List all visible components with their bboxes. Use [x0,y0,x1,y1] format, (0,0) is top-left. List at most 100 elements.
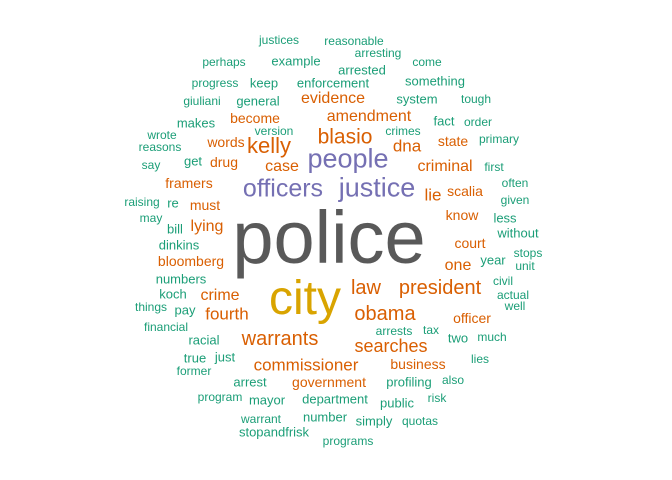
word-without: without [497,225,539,241]
word-risk: risk [427,391,447,405]
word-become: become [230,110,280,126]
word-system: system [396,91,438,107]
word-unit: unit [515,259,535,273]
word-number: number [302,409,348,425]
word-warrants: warrants [241,328,319,350]
word-scalia: scalia [447,183,483,199]
word-arrests: arrests [375,324,413,338]
word-pay: pay [174,302,196,318]
word-police: police [232,196,426,279]
word-numbers: numbers [155,271,207,287]
word-people: people [307,143,389,174]
word-dna: dna [392,136,422,156]
word-also: also [441,373,465,387]
word-program: program [197,390,243,404]
word-often: often [501,176,529,190]
word-bill: bill [167,221,183,237]
word-criminal: criminal [417,158,473,175]
word-just: just [214,349,236,365]
word-something: something [405,73,465,89]
word-quotas: quotas [401,414,439,428]
word-kelly: kelly [246,133,292,158]
word-department: department [302,391,368,407]
word-mayor: mayor [248,392,286,408]
word-fact: fact [433,113,455,129]
word-perhaps: perhaps [202,55,246,69]
word-may: may [139,211,163,225]
word-arrest: arrest [233,374,267,390]
word-tough: tough [460,92,492,106]
word-reasons: reasons [138,140,182,154]
word-officers: officers [242,174,324,203]
word-fourth: fourth [205,304,249,324]
word-stopandfrisk: stopandfrisk [238,424,310,440]
word-warrant: warrant [240,412,282,426]
word-tax: tax [422,323,440,337]
word-justices: justices [258,33,300,47]
word-get: get [183,153,203,169]
word-things: things [134,300,168,314]
word-simply: simply [355,413,393,429]
word-racial: racial [188,332,220,348]
word-must: must [189,197,221,213]
word-raising: raising [124,195,160,209]
word-dinkins: dinkins [158,237,200,253]
word-know: know [445,207,479,223]
word-less: less [493,210,517,226]
word-business: business [390,356,446,372]
word-words: words [207,134,245,150]
word-civil: civil [493,274,513,288]
word-profiling: profiling [386,374,432,390]
word-city: city [269,272,341,325]
word-reasonable: reasonable [324,34,384,48]
word-searches: searches [354,336,428,356]
word-justice: justice [338,172,416,203]
word-giuliani: giuliani [183,94,221,108]
word-given: given [500,193,530,207]
word-version: version [254,124,294,138]
word-one: one [444,257,472,274]
word-drug: drug [209,154,239,170]
word-primary: primary [478,132,520,146]
word-obama: obama [354,303,416,325]
word-actual: actual [496,288,530,302]
word-two: two [447,330,469,346]
word-blasio: blasio [317,125,373,149]
word-lie: lie [424,185,442,205]
word-enforcement: enforcement [296,75,370,91]
word-public: public [380,395,414,411]
word-come: come [412,55,442,69]
word-officer: officer [453,310,491,326]
word-amendment: amendment [326,108,412,125]
word-keep: keep [249,75,279,91]
word-president: president [398,277,482,299]
word-makes: makes [176,115,216,131]
word-much: much [477,330,507,344]
word-true: true [183,350,207,366]
word-evidence: evidence [300,90,366,107]
word-framers: framers [165,175,213,191]
word-re: re [167,195,179,211]
word-well: well [504,299,526,313]
word-example: example [271,53,321,69]
word-financial: financial [143,320,189,334]
word-arrested: arrested [338,62,386,78]
word-general: general [236,93,280,109]
word-law: law [350,277,382,299]
word-commissioner: commissioner [253,355,359,375]
word-lying: lying [190,218,224,235]
word-state: state [437,133,469,149]
word-wrote: wrote [147,128,177,142]
word-crimes: crimes [385,124,421,138]
word-order: order [463,115,493,129]
word-bloomberg: bloomberg [157,253,225,269]
word-former: former [176,364,212,378]
word-say: say [141,158,161,172]
word-lies: lies [470,352,490,366]
word-year: year [480,252,506,268]
word-crime: crime [200,287,240,304]
word-koch: koch [159,286,187,302]
word-first: first [484,160,504,174]
word-progress: progress [191,76,239,90]
